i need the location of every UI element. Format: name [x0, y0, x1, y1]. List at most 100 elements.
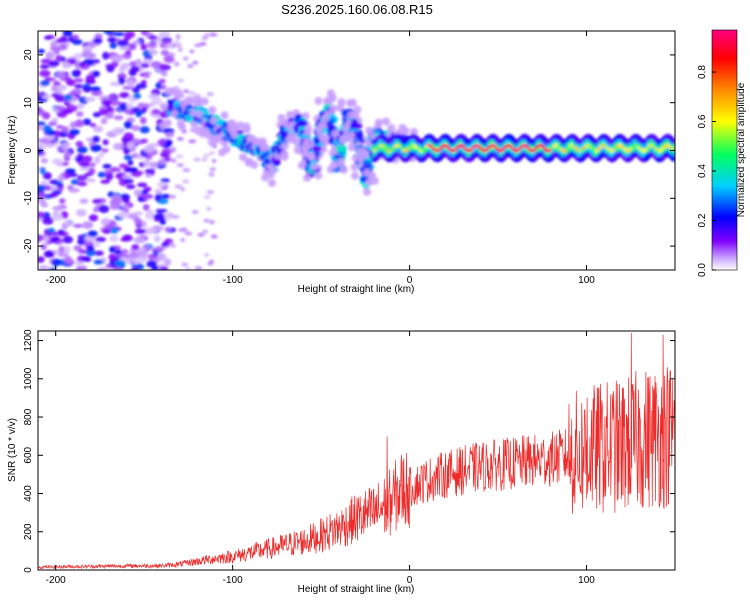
heatmap-cell	[159, 63, 168, 71]
heatmap-cell	[74, 69, 81, 76]
heatmap-cell	[92, 112, 102, 118]
heatmap-cell	[154, 193, 161, 202]
heatmap-cell	[42, 217, 54, 225]
heatmap-cell	[105, 112, 114, 119]
heatmap-cell	[78, 249, 88, 254]
heatmap-cell	[154, 245, 166, 252]
heatmap-cell	[210, 234, 218, 239]
heatmap-cell	[118, 76, 125, 85]
heatmap-cell	[54, 94, 65, 103]
heatmap-cell	[80, 255, 91, 262]
heatmap-cell	[159, 218, 167, 225]
heatmap-cell	[92, 70, 100, 77]
heatmap-cell	[39, 80, 50, 87]
heatmap-cell	[103, 31, 113, 34]
heatmap-cell	[88, 214, 99, 222]
heatmap-cell	[203, 195, 211, 200]
heatmap-cell	[188, 139, 195, 144]
heatmap-cell	[56, 124, 64, 129]
heatmap-cell	[69, 121, 77, 129]
heatmap-cell	[156, 181, 167, 188]
heatmap-cell	[64, 220, 74, 226]
heatmap-cell	[133, 189, 143, 197]
heatmap-cell	[362, 168, 371, 177]
heatmap-cell	[347, 143, 356, 152]
heatmap-cell	[159, 138, 167, 147]
heatmap-cell	[171, 148, 177, 153]
heatmap-cell	[168, 212, 174, 217]
heatmap-cell	[135, 112, 142, 118]
spectrogram-x-ticks: -200 -100 0 100	[46, 31, 595, 286]
heatmap-cell	[210, 32, 218, 37]
heatmap-cell	[310, 162, 319, 171]
heatmap-cell	[158, 158, 167, 166]
heatmap-cell	[147, 93, 159, 99]
colorbar-label: Normalized spectral amplitude	[736, 82, 747, 217]
heatmap-cell	[112, 31, 125, 37]
heatmap-cell	[140, 31, 149, 36]
colorbar: 0.0 0.2 0.4 0.6 0.8 Normalized spectral ampl…	[697, 29, 747, 277]
heatmap-cell	[38, 49, 46, 54]
heatmap-cell	[280, 149, 289, 158]
heatmap-cell	[79, 166, 92, 172]
heatmap-cell	[242, 122, 251, 131]
heatmap-cell	[130, 125, 141, 132]
heatmap-cell	[131, 138, 142, 144]
heatmap-cell	[137, 182, 148, 188]
heatmap-cell	[75, 261, 85, 266]
spectrogram-xlabel: Height of straight line (km)	[298, 284, 415, 295]
heatmap-cell	[206, 206, 211, 211]
heatmap-cell	[110, 198, 123, 206]
heatmap-cell	[98, 152, 105, 158]
heatmap-cell	[176, 136, 184, 141]
heatmap-cell	[150, 61, 163, 69]
heatmap-cell	[335, 145, 345, 152]
heatmap-cell	[131, 243, 140, 251]
heatmap-cell	[86, 244, 95, 252]
heatmap-cell	[194, 98, 203, 107]
heatmap-cell	[201, 36, 208, 41]
heatmap-cell	[85, 74, 96, 83]
snr-xtick-label: -100	[223, 575, 243, 586]
heatmap-cell	[85, 178, 96, 183]
heatmap-cell	[101, 148, 109, 153]
heatmap-cell	[277, 113, 286, 122]
heatmap-cell	[280, 141, 289, 150]
heatmap-cell	[38, 184, 47, 191]
heatmap-cell	[68, 187, 81, 193]
heatmap-cell	[91, 90, 103, 97]
heatmap-cell	[74, 83, 84, 89]
heatmap-cell	[98, 108, 109, 116]
heatmap-cell	[220, 111, 229, 120]
heatmap-cell	[43, 235, 50, 243]
heatmap-cell	[123, 154, 133, 161]
heatmap-cell	[123, 178, 134, 184]
heatmap-cell	[211, 158, 217, 163]
heatmap-cell	[73, 245, 83, 252]
spectrogram-xtick-label: 0	[407, 275, 413, 286]
heatmap-cell	[120, 62, 130, 70]
heatmap-cell	[187, 91, 196, 96]
heatmap-cell	[285, 110, 294, 119]
heatmap-cell	[92, 135, 100, 143]
heatmap-cell	[146, 260, 158, 268]
heatmap-cell	[94, 156, 101, 164]
heatmap-cell	[65, 168, 76, 174]
heatmap-cell	[207, 138, 216, 147]
heatmap-cell	[69, 128, 80, 136]
heatmap-cell	[42, 171, 52, 180]
heatmap-cell	[160, 49, 170, 56]
snr-ytick-label: 0	[23, 567, 34, 573]
heatmap-cell	[140, 43, 148, 51]
heatmap-cell	[55, 105, 65, 111]
heatmap-cell	[64, 245, 71, 254]
heatmap-cell	[119, 92, 130, 99]
heatmap-cell	[347, 131, 356, 140]
heatmap-cell	[671, 143, 675, 148]
heatmap-cell	[337, 98, 346, 107]
heatmap-cell	[180, 237, 185, 242]
colorbar-tick-label: 0.0	[697, 263, 708, 277]
heatmap-cell	[374, 118, 383, 127]
heatmap-cell	[153, 235, 161, 243]
heatmap-cell	[109, 81, 122, 87]
